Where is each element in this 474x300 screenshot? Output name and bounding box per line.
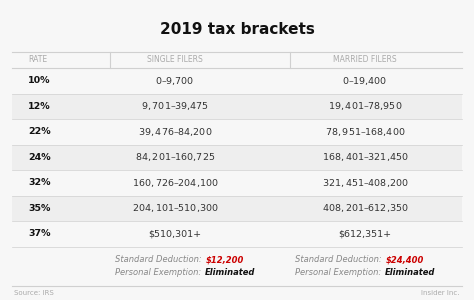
Text: $510,301+: $510,301+ [148, 229, 201, 238]
Text: 24%: 24% [28, 153, 51, 162]
Text: $24,400: $24,400 [385, 255, 424, 264]
Text: Eliminated: Eliminated [205, 268, 255, 277]
Text: Eliminated: Eliminated [385, 268, 435, 277]
Text: $321,451 – $408,200: $321,451 – $408,200 [322, 177, 408, 189]
Text: Insider Inc.: Insider Inc. [421, 290, 460, 296]
Text: 22%: 22% [28, 127, 51, 136]
Text: SINGLE FILERS: SINGLE FILERS [147, 56, 203, 64]
Text: $39,476 – $84,200: $39,476 – $84,200 [138, 126, 212, 138]
Text: 35%: 35% [28, 204, 50, 213]
Text: Personal Exemption:: Personal Exemption: [295, 268, 384, 277]
Text: 10%: 10% [28, 76, 51, 85]
Bar [12, 94, 462, 119]
Text: 2019 tax brackets: 2019 tax brackets [160, 22, 314, 37]
Text: $9,701 – $39,475: $9,701 – $39,475 [141, 100, 209, 112]
Text: Source: IRS: Source: IRS [14, 290, 54, 296]
Text: 12%: 12% [28, 102, 51, 111]
Text: $168,401 – $321,450: $168,401 – $321,450 [322, 151, 408, 163]
Text: $84,201 – $160,725: $84,201 – $160,725 [135, 151, 215, 163]
Text: $78,951 – $168,400: $78,951 – $168,400 [325, 126, 405, 138]
Text: 32%: 32% [28, 178, 51, 187]
Text: MARRIED FILERS: MARRIED FILERS [333, 56, 397, 64]
Text: $0 – $9,700: $0 – $9,700 [155, 75, 195, 87]
Bar [12, 145, 462, 170]
Bar [12, 196, 462, 221]
Text: $612,351+: $612,351+ [338, 229, 392, 238]
Text: Standard Deduction:: Standard Deduction: [295, 255, 384, 264]
Text: Standard Deduction:: Standard Deduction: [115, 255, 204, 264]
Text: $204,101 – $510,300: $204,101 – $510,300 [132, 202, 218, 214]
Text: $408,201 – $612,350: $408,201 – $612,350 [322, 202, 408, 214]
Text: Personal Exemption:: Personal Exemption: [115, 268, 204, 277]
Text: $12,200: $12,200 [205, 255, 244, 264]
Text: $19,401 – $78,950: $19,401 – $78,950 [328, 100, 402, 112]
Text: $0 – $19,400: $0 – $19,400 [342, 75, 388, 87]
Text: 37%: 37% [28, 229, 51, 238]
Text: RATE: RATE [28, 56, 47, 64]
Text: $160,726 – $204,100: $160,726 – $204,100 [132, 177, 218, 189]
